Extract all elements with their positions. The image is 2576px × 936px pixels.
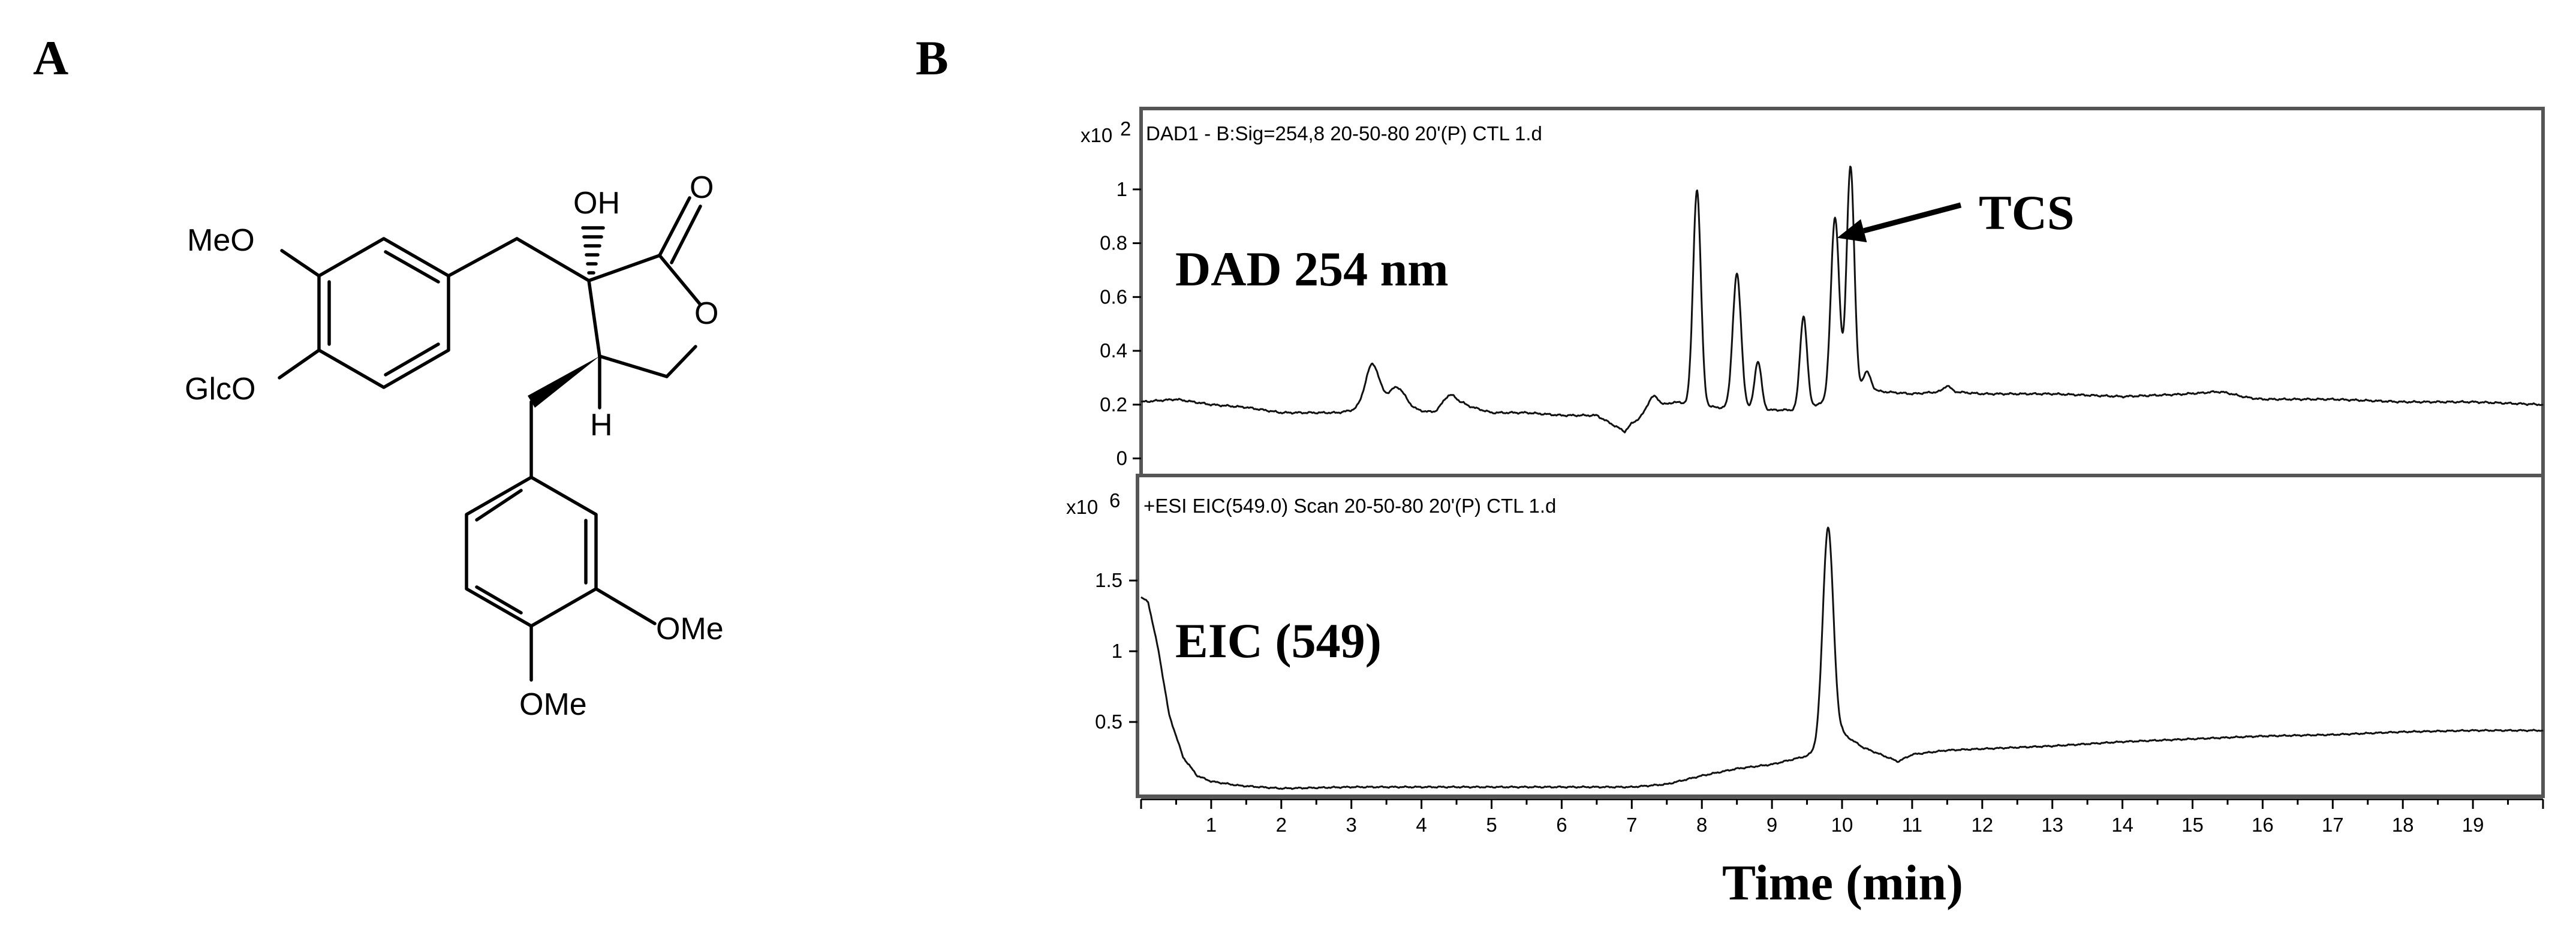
atom-glco: GlcO	[185, 372, 255, 407]
bond-benzyl-1	[447, 237, 519, 278]
y-tick-label: 0.6	[1100, 285, 1127, 308]
bond-ome-right	[594, 587, 657, 625]
panel-a-label: A	[33, 31, 68, 85]
atom-ome-bottom: OMe	[519, 687, 587, 722]
x-tick-label: 18	[2392, 814, 2414, 836]
y-tick-label: 1.5	[1095, 569, 1123, 591]
dad-label: DAD 254 nm	[1175, 242, 1449, 296]
panel-b-label: B	[916, 31, 949, 85]
x-axis: 1 2 3 4 5 6 7 8 9 10 11 12 13 14 15 16 17 18 19	[1140, 798, 2544, 836]
eic-exponent-base: x10	[1066, 496, 1098, 518]
eic-frame	[1136, 474, 2545, 798]
x-tick-label: 13	[2041, 814, 2063, 836]
upper-aryl-ring	[317, 237, 450, 389]
y-tick-label: 0.2	[1100, 393, 1127, 416]
y-tick-label: 1	[1112, 640, 1123, 662]
x-tick-label: 1	[1206, 814, 1217, 836]
atom-meo-top: MeO	[187, 223, 255, 258]
dad-exponent-power: 2	[1120, 118, 1131, 140]
y-tick-label: 0.8	[1100, 232, 1127, 254]
eic-chromatogram: x10 6 +ESI EIC(549.0) Scan 20-50-80 20'(…	[1066, 474, 2545, 798]
lactone-ring	[587, 196, 702, 378]
y-tick-label: 0.4	[1100, 339, 1127, 362]
x-tick-label: 12	[1971, 814, 1993, 836]
x-tick-label: 2	[1276, 814, 1287, 836]
x-tick-label: 14	[2111, 814, 2133, 836]
x-tick-label: 10	[1831, 814, 1853, 836]
hashed-wedge-oh	[581, 226, 605, 275]
lower-aryl-ring	[465, 475, 598, 628]
atom-oh: OH	[573, 186, 620, 221]
eic-label: EIC (549)	[1175, 613, 1382, 668]
dad-frame	[1139, 107, 2545, 477]
bond-glco	[278, 348, 321, 380]
eic-y-axis: 0.5 1 1.5	[1095, 569, 1137, 733]
atom-ome-right: OMe	[656, 612, 724, 646]
dad-exponent-base: x10	[1081, 124, 1112, 146]
atom-o-carbonyl: O	[690, 170, 714, 205]
tcs-arrow	[1837, 202, 1962, 243]
x-tick-label: 5	[1486, 814, 1497, 836]
tcs-annotation: TCS	[1979, 185, 2075, 240]
dad-y-axis: 0 0.2 0.4 0.6 0.8 1	[1100, 178, 1141, 469]
x-tick-label: 17	[2322, 814, 2344, 836]
y-tick-label: 0	[1117, 447, 1127, 469]
x-tick-label: 11	[1902, 814, 1922, 836]
x-axis-title: Time (min)	[1722, 855, 1963, 911]
x-tick-label: 7	[1626, 814, 1637, 836]
x-tick-label: 4	[1416, 814, 1427, 836]
chemical-structure: MeO GlcO O O OH H	[185, 170, 724, 722]
eic-exponent-power: 6	[1109, 489, 1120, 511]
y-tick-label: 1	[1117, 178, 1127, 200]
x-tick-label: 6	[1556, 814, 1567, 836]
y-tick-label: 0.5	[1095, 711, 1123, 733]
eic-trace	[1140, 526, 2544, 790]
bond-benzyl-2	[515, 237, 591, 282]
x-tick-label: 8	[1696, 814, 1707, 836]
dad-trace	[1140, 165, 2544, 434]
x-tick-label: 16	[2252, 814, 2274, 836]
x-tick-label: 15	[2181, 814, 2204, 836]
dad-header: DAD1 - B:Sig=254,8 20-50-80 20'(P) CTL 1…	[1146, 122, 1542, 145]
eic-header: +ESI EIC(549.0) Scan 20-50-80 20'(P) CTL…	[1143, 495, 1556, 517]
atom-o-ring: O	[694, 296, 718, 331]
x-tick-label: 9	[1767, 814, 1777, 836]
dad-chromatogram: x10 2 DAD1 - B:Sig=254,8 20-50-80 20'(P)…	[1081, 107, 2545, 477]
bond-meo-top	[280, 249, 321, 278]
bold-wedge-benzyl	[528, 356, 600, 408]
atom-h: H	[590, 408, 613, 443]
x-tick-label: 19	[2462, 814, 2484, 836]
x-tick-label: 3	[1346, 814, 1357, 836]
